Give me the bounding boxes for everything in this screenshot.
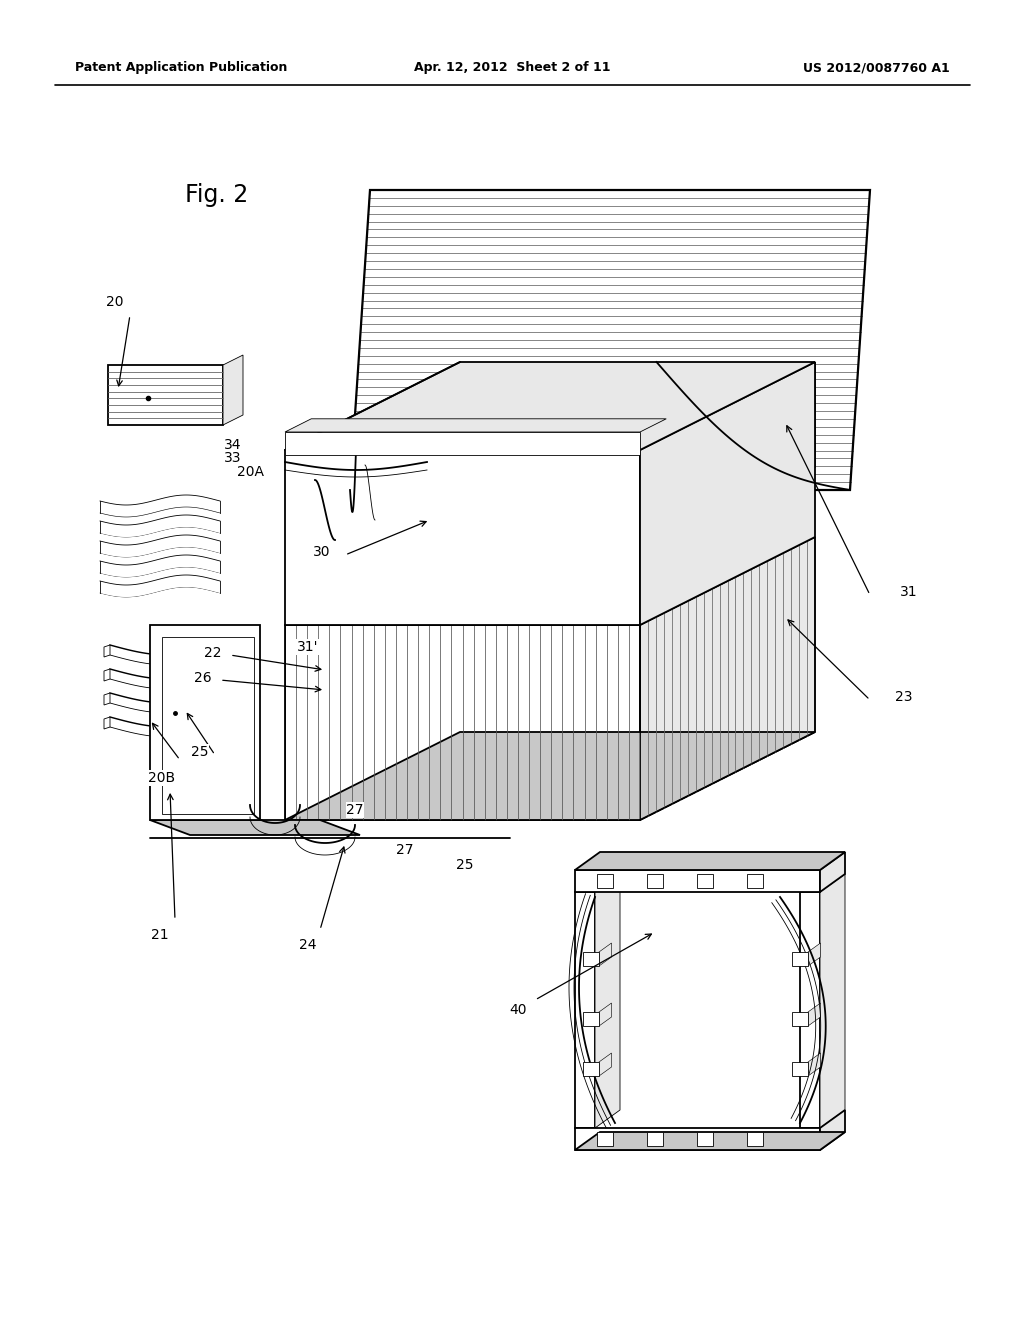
Polygon shape xyxy=(100,576,220,597)
Text: 24: 24 xyxy=(299,939,316,952)
Polygon shape xyxy=(150,820,360,836)
Text: 27: 27 xyxy=(346,803,364,817)
Polygon shape xyxy=(225,717,231,729)
Polygon shape xyxy=(110,669,225,689)
Polygon shape xyxy=(575,892,595,1129)
Text: 27: 27 xyxy=(396,843,414,857)
Polygon shape xyxy=(100,495,220,517)
Polygon shape xyxy=(350,190,870,490)
Polygon shape xyxy=(575,851,845,870)
Polygon shape xyxy=(808,942,820,966)
Polygon shape xyxy=(647,1133,663,1146)
Polygon shape xyxy=(225,645,231,657)
Polygon shape xyxy=(583,1012,599,1026)
Polygon shape xyxy=(110,693,225,713)
Polygon shape xyxy=(820,851,845,892)
Text: Apr. 12, 2012  Sheet 2 of 11: Apr. 12, 2012 Sheet 2 of 11 xyxy=(414,62,610,74)
Polygon shape xyxy=(460,362,815,467)
Text: 20B: 20B xyxy=(148,771,175,785)
Polygon shape xyxy=(285,418,667,432)
Polygon shape xyxy=(104,717,110,729)
Polygon shape xyxy=(104,669,110,681)
Polygon shape xyxy=(223,355,243,425)
Polygon shape xyxy=(575,1133,845,1150)
Polygon shape xyxy=(108,366,223,425)
Polygon shape xyxy=(225,693,231,705)
Polygon shape xyxy=(746,874,763,888)
Polygon shape xyxy=(583,952,599,966)
Text: 25: 25 xyxy=(191,744,209,759)
Text: 34: 34 xyxy=(224,438,242,451)
Polygon shape xyxy=(575,870,820,892)
Polygon shape xyxy=(100,535,220,557)
Text: 33: 33 xyxy=(224,451,242,465)
Polygon shape xyxy=(104,645,110,657)
Polygon shape xyxy=(285,450,640,624)
Polygon shape xyxy=(697,1133,713,1146)
Polygon shape xyxy=(285,432,640,455)
Polygon shape xyxy=(640,537,815,820)
Text: 23: 23 xyxy=(895,690,912,704)
Polygon shape xyxy=(792,1063,808,1076)
Polygon shape xyxy=(100,515,220,537)
Polygon shape xyxy=(697,874,713,888)
Polygon shape xyxy=(595,874,620,1129)
Polygon shape xyxy=(599,942,611,966)
Polygon shape xyxy=(820,1110,845,1150)
Text: 20: 20 xyxy=(106,294,124,309)
Polygon shape xyxy=(110,717,225,737)
Polygon shape xyxy=(583,1063,599,1076)
Text: 30: 30 xyxy=(313,545,331,558)
Text: 22: 22 xyxy=(204,645,222,660)
Text: Fig. 2: Fig. 2 xyxy=(185,183,248,207)
Polygon shape xyxy=(110,645,225,665)
Polygon shape xyxy=(100,554,220,577)
Polygon shape xyxy=(597,1133,613,1146)
Polygon shape xyxy=(808,1053,820,1076)
Polygon shape xyxy=(640,362,815,624)
Polygon shape xyxy=(792,1012,808,1026)
Polygon shape xyxy=(599,1003,611,1026)
Polygon shape xyxy=(808,1003,820,1026)
Polygon shape xyxy=(599,1053,611,1076)
Text: US 2012/0087760 A1: US 2012/0087760 A1 xyxy=(803,62,950,74)
Text: 31: 31 xyxy=(900,585,918,599)
Polygon shape xyxy=(104,693,110,705)
Polygon shape xyxy=(285,362,815,450)
Polygon shape xyxy=(647,874,663,888)
Text: 40: 40 xyxy=(509,1003,526,1016)
Polygon shape xyxy=(820,874,845,1129)
Text: 20A: 20A xyxy=(237,465,263,479)
Text: 31': 31' xyxy=(297,640,318,653)
Polygon shape xyxy=(285,624,640,820)
Text: 21: 21 xyxy=(152,928,169,942)
Polygon shape xyxy=(792,952,808,966)
Polygon shape xyxy=(150,624,260,820)
Polygon shape xyxy=(285,733,815,820)
Text: 25: 25 xyxy=(457,858,474,873)
Polygon shape xyxy=(575,1129,820,1150)
Text: Patent Application Publication: Patent Application Publication xyxy=(75,62,288,74)
Text: 26: 26 xyxy=(195,671,212,685)
Polygon shape xyxy=(225,669,231,681)
Polygon shape xyxy=(597,874,613,888)
Polygon shape xyxy=(746,1133,763,1146)
Polygon shape xyxy=(800,892,820,1129)
